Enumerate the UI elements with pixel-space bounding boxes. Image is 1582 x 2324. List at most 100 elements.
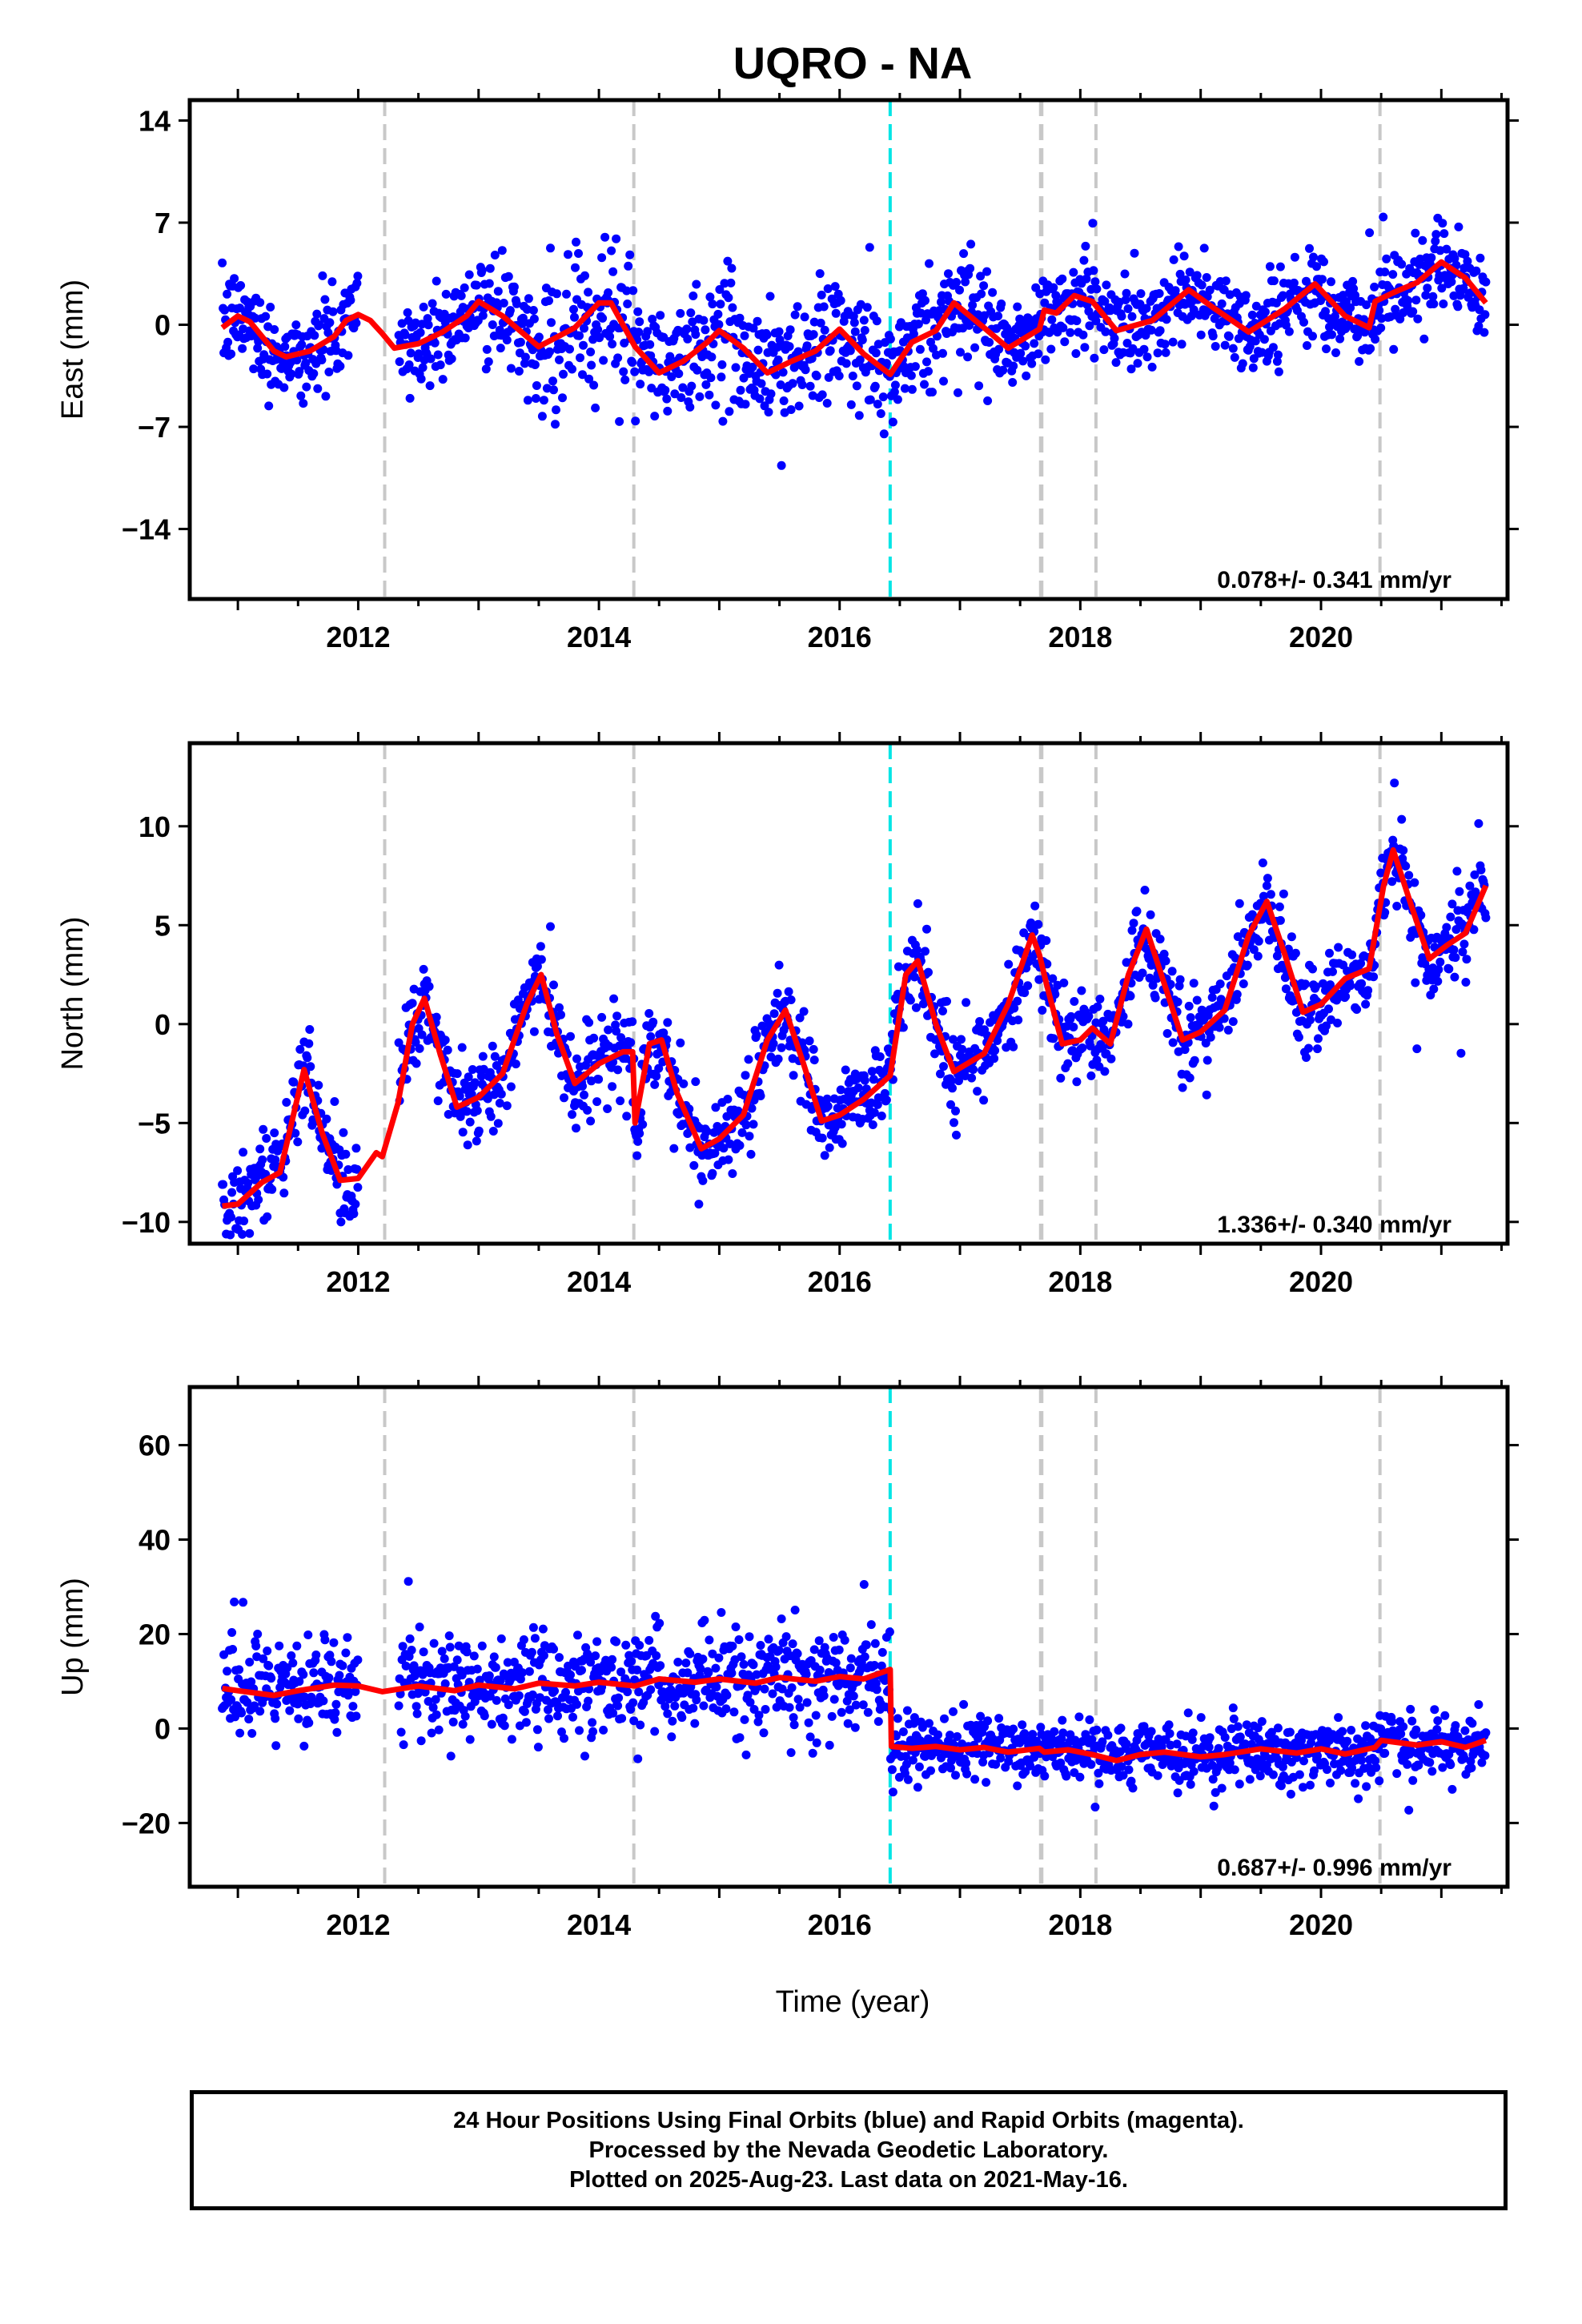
data-point	[463, 1140, 472, 1150]
data-point	[1446, 1760, 1456, 1770]
data-point	[982, 267, 992, 276]
data-point	[1233, 1722, 1243, 1731]
data-point	[530, 1634, 540, 1643]
data-point	[939, 376, 948, 386]
data-point	[676, 1038, 685, 1047]
data-point	[1126, 991, 1135, 1001]
data-point	[263, 369, 272, 379]
data-point	[728, 1169, 737, 1178]
data-point	[490, 1051, 500, 1061]
data-point	[431, 1695, 440, 1704]
data-point	[1263, 874, 1272, 883]
data-point	[404, 1577, 413, 1586]
data-point	[621, 1640, 631, 1650]
data-point	[1442, 244, 1452, 254]
data-point	[408, 999, 417, 1008]
data-point	[685, 402, 695, 412]
data-point	[749, 1660, 758, 1670]
data-point	[753, 345, 763, 355]
data-point	[1008, 378, 1018, 387]
data-point	[677, 393, 686, 402]
data-point	[599, 1725, 608, 1735]
data-point	[858, 1700, 868, 1710]
data-point	[804, 1718, 813, 1727]
data-point	[1189, 305, 1199, 315]
data-point	[741, 1071, 750, 1080]
data-point	[900, 384, 909, 393]
data-point	[949, 1707, 958, 1716]
data-point	[509, 282, 519, 292]
data-point	[1127, 312, 1137, 321]
data-point	[275, 1641, 284, 1651]
data-point	[560, 1093, 568, 1103]
data-point	[898, 1727, 908, 1736]
data-point	[1476, 865, 1486, 875]
up-model-line	[222, 1667, 1488, 1763]
data-point	[1180, 1045, 1190, 1055]
data-point	[851, 1700, 861, 1710]
up-rate-label: 0.687+/- 0.996 mm/yr	[1217, 1855, 1452, 1881]
data-point	[306, 1062, 315, 1072]
data-point	[942, 996, 951, 1006]
data-point	[1399, 308, 1408, 317]
data-point	[885, 334, 895, 344]
data-point	[404, 360, 414, 369]
data-point	[962, 1759, 971, 1768]
data-point	[457, 1043, 467, 1052]
data-point	[238, 344, 247, 353]
data-point	[271, 1741, 281, 1751]
data-point	[1062, 1771, 1071, 1781]
data-point	[524, 294, 533, 304]
data-point	[1407, 1716, 1417, 1726]
data-point	[1284, 327, 1294, 336]
data-point	[777, 1684, 787, 1694]
data-point	[595, 333, 604, 343]
data-point	[617, 1714, 627, 1723]
data-point	[679, 1079, 689, 1088]
data-point	[705, 390, 714, 400]
y-tick-label: 10	[139, 810, 171, 843]
data-point	[423, 314, 432, 324]
data-point	[296, 391, 306, 400]
data-point	[836, 296, 845, 305]
data-point	[447, 354, 456, 364]
data-point	[650, 412, 660, 421]
data-point	[954, 388, 962, 397]
data-point	[1348, 276, 1358, 286]
data-point	[1480, 328, 1489, 337]
data-point	[458, 1719, 468, 1729]
data-point	[993, 1036, 1002, 1045]
data-point	[1403, 1759, 1412, 1769]
data-point	[1370, 282, 1379, 292]
data-point	[1268, 343, 1278, 352]
data-point	[912, 945, 921, 955]
data-point	[1313, 1044, 1322, 1054]
data-point	[223, 337, 233, 347]
data-point	[620, 338, 629, 348]
data-point	[736, 385, 745, 395]
data-point	[1251, 301, 1261, 311]
data-point	[518, 313, 528, 323]
data-point	[1265, 262, 1275, 271]
data-point	[764, 1634, 773, 1644]
data-point	[725, 1139, 735, 1148]
data-point	[774, 960, 784, 970]
data-point	[1299, 1756, 1308, 1766]
data-point	[938, 1007, 947, 1015]
data-point	[1094, 1779, 1104, 1788]
data-point	[218, 258, 227, 267]
data-point	[1447, 277, 1456, 287]
data-point	[1189, 979, 1199, 988]
data-point	[330, 1715, 339, 1724]
data-point	[613, 1065, 623, 1075]
data-point	[228, 1645, 238, 1654]
data-point	[622, 1112, 632, 1121]
data-point	[1451, 1721, 1460, 1731]
data-point	[902, 1706, 912, 1715]
data-point	[1468, 1719, 1477, 1728]
data-point	[845, 346, 855, 356]
data-point	[1406, 1704, 1415, 1714]
data-point	[289, 1077, 299, 1087]
data-point	[743, 1691, 753, 1700]
data-point	[1127, 926, 1137, 935]
